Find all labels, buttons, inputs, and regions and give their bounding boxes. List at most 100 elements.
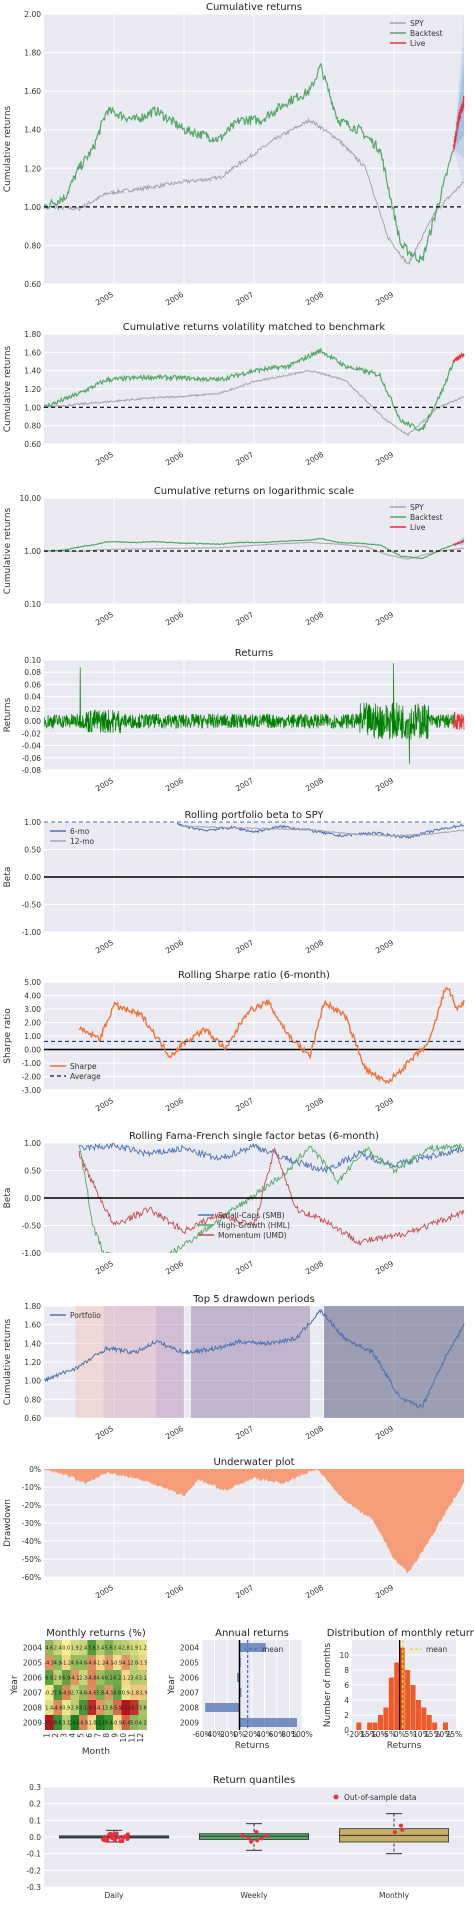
- y-tick-label: 1.40: [24, 1339, 41, 1348]
- x-tick-label: 2009: [374, 290, 395, 307]
- returns-chart: -0.08 -0.06 -0.04 -0.02 0.00 0.02 0.04 0.06 0.08…: [3, 648, 465, 793]
- heatmap-cell: [113, 1700, 122, 1715]
- live-line: [452, 351, 465, 363]
- sharpe-line: [78, 986, 465, 1085]
- y-tick-label: 0.80: [24, 1395, 41, 1404]
- histogram-bar: [415, 1700, 421, 1730]
- x-tick-label: 2008: [304, 938, 325, 955]
- heatmap-value: 3.1: [62, 1720, 70, 1726]
- factor-lines: [78, 1143, 464, 1253]
- x-tick-label: 5: [76, 1733, 85, 1738]
- heatmap-value: -4.1: [104, 1660, 114, 1666]
- x-tick-label: 2009: [374, 1583, 395, 1600]
- y-tick-label: 2007: [180, 1689, 199, 1698]
- live-cone: [453, 14, 464, 188]
- heatmap-cell: [53, 1670, 62, 1685]
- y-tick-label: 2.00: [24, 1019, 41, 1028]
- heatmap-value: -4.8: [87, 1675, 97, 1681]
- heatmap-value: -1.8: [129, 1690, 139, 1696]
- y-tick-label: -0.50: [22, 901, 42, 910]
- y-tick-label: 0.80: [24, 241, 41, 250]
- heatmap-cell: [96, 1685, 105, 1700]
- oos-point: [121, 1835, 126, 1840]
- oos-point: [102, 1838, 107, 1843]
- y-tick-label: 1.40: [24, 126, 41, 135]
- x-axis-label: Returns: [387, 1741, 422, 1751]
- heatmap-cell: [121, 1715, 130, 1730]
- hml-line: [78, 1143, 464, 1253]
- log-scale-chart: 0.10 1.00 10.00 2005 2006 2007 2008 2009 Cumulat…: [3, 486, 465, 627]
- histogram-bar: [388, 1677, 394, 1730]
- heatmap-value: -0.9: [112, 1720, 122, 1726]
- drawdown-span: [103, 1306, 156, 1418]
- heatmap-value: -4.1: [70, 1675, 80, 1681]
- y-tick-label: 2009: [180, 1719, 199, 1728]
- y-axis-label: Year: [167, 1675, 177, 1695]
- heatmap-cell: [96, 1640, 105, 1655]
- heatmap-cell: [87, 1700, 96, 1715]
- x-tick-label: 2005: [94, 1583, 115, 1600]
- x-tick-label: 80%: [281, 1730, 298, 1739]
- heatmap-value: 1.9: [130, 1645, 138, 1651]
- x-tick-label: 100%: [291, 1730, 312, 1739]
- y-tick-label: 1.00: [24, 818, 41, 827]
- oos-point: [107, 1832, 112, 1837]
- y-axis-label: Cumulative returns: [3, 1318, 13, 1405]
- x-tick-label: -5%: [382, 1730, 397, 1739]
- heatmap-cell: [104, 1715, 113, 1730]
- y-axis-label: Sharpe ratio: [3, 1008, 13, 1064]
- heatmap-cell: [96, 1655, 105, 1670]
- heatmap-cell: [62, 1685, 71, 1700]
- oos-point: [110, 1835, 115, 1840]
- y-tick-label: 3.00: [24, 1005, 41, 1014]
- y-tick-label: 2: [344, 1711, 349, 1720]
- oos-point: [254, 1830, 259, 1835]
- x-tick-label: 2009: [374, 938, 395, 955]
- x-tick-label: 2006: [164, 450, 185, 467]
- x-tick-label: 2009: [374, 610, 395, 627]
- legend-label: Backtest: [410, 29, 443, 38]
- heatmap-cell: [62, 1670, 71, 1685]
- heatmap-cell: [130, 1640, 139, 1655]
- y-tick-label: 1.60: [24, 348, 41, 357]
- y-tick-label: 2009: [23, 1719, 42, 1728]
- heatmap-value: 2.8: [54, 1675, 62, 1681]
- y-tick-label: 0%: [29, 1465, 41, 1474]
- heatmap-value: 8.6: [54, 1720, 62, 1726]
- chart-title: Return quantiles: [213, 1775, 295, 1786]
- y-tick-label: 0.02: [24, 705, 41, 714]
- y-tick-label: -0.2: [26, 1866, 41, 1875]
- y-tick-label: -40%: [22, 1537, 41, 1546]
- heatmap-cell: [104, 1655, 113, 1670]
- heatmap-value: 7.6: [54, 1690, 62, 1696]
- heatmap-cell: [62, 1640, 71, 1655]
- y-axis-label: Cumulative returns: [3, 345, 13, 432]
- heatmap-value: -4.9: [78, 1720, 88, 1726]
- y-tick-label: 1.40: [24, 367, 41, 376]
- chart-title: Distribution of monthly returns: [327, 1628, 474, 1639]
- heatmap-value: -1.2: [95, 1660, 105, 1666]
- y-tick-label: 0.08: [24, 668, 41, 677]
- y-tick-label: 0.0: [29, 1833, 41, 1842]
- heatmap-value: -4.9: [61, 1690, 71, 1696]
- y-tick-label: -10%: [22, 1483, 41, 1492]
- heatmap-cell: [138, 1700, 147, 1715]
- heatmap-value: 6.8: [113, 1690, 121, 1696]
- y-tick-label: -30%: [22, 1519, 41, 1528]
- histogram-bar: [372, 1722, 378, 1730]
- x-tick-label: 8: [102, 1733, 111, 1738]
- oos-point: [114, 1831, 119, 1836]
- oos-point: [392, 1830, 397, 1835]
- volatility-matched-chart: 0.60 0.80 1.00 1.20 1.40 1.60 1.80 2005 2006 2007…: [3, 322, 465, 467]
- cone-band: [453, 66, 464, 149]
- y-tick-label: 2.00: [24, 10, 41, 19]
- heatmap-cell: [87, 1685, 96, 1700]
- y-tick-label: 1.60: [24, 1321, 41, 1330]
- x-tick-label: 2: [51, 1733, 60, 1738]
- x-tick-label: 2005: [94, 450, 115, 467]
- cone-band: [453, 537, 464, 545]
- x-tick-label: 2006: [164, 610, 185, 627]
- x-tick-label: 20%: [244, 1730, 261, 1739]
- y-axis-label: Cumulative returns: [3, 105, 13, 192]
- chart-title: Top 5 drawdown periods: [192, 1294, 315, 1305]
